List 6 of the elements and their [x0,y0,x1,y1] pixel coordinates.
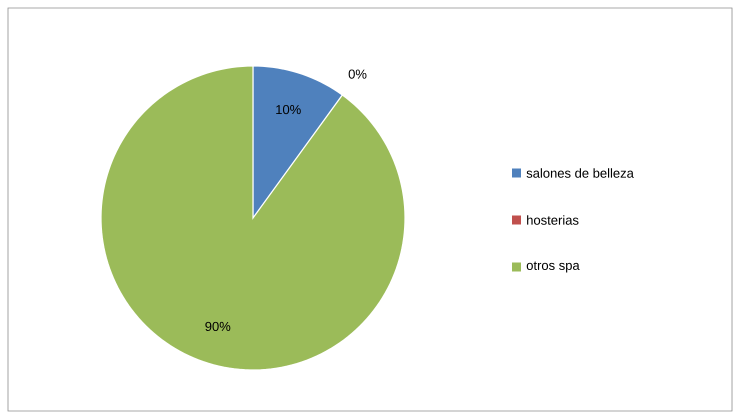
legend-label: otros spa [526,261,580,273]
data-label: 10% [276,104,301,114]
legend-label: salones de belleza [526,168,634,178]
legend-label: hosterias [527,215,578,225]
data-label: 90% [205,322,230,332]
text: 0% [348,70,366,79]
